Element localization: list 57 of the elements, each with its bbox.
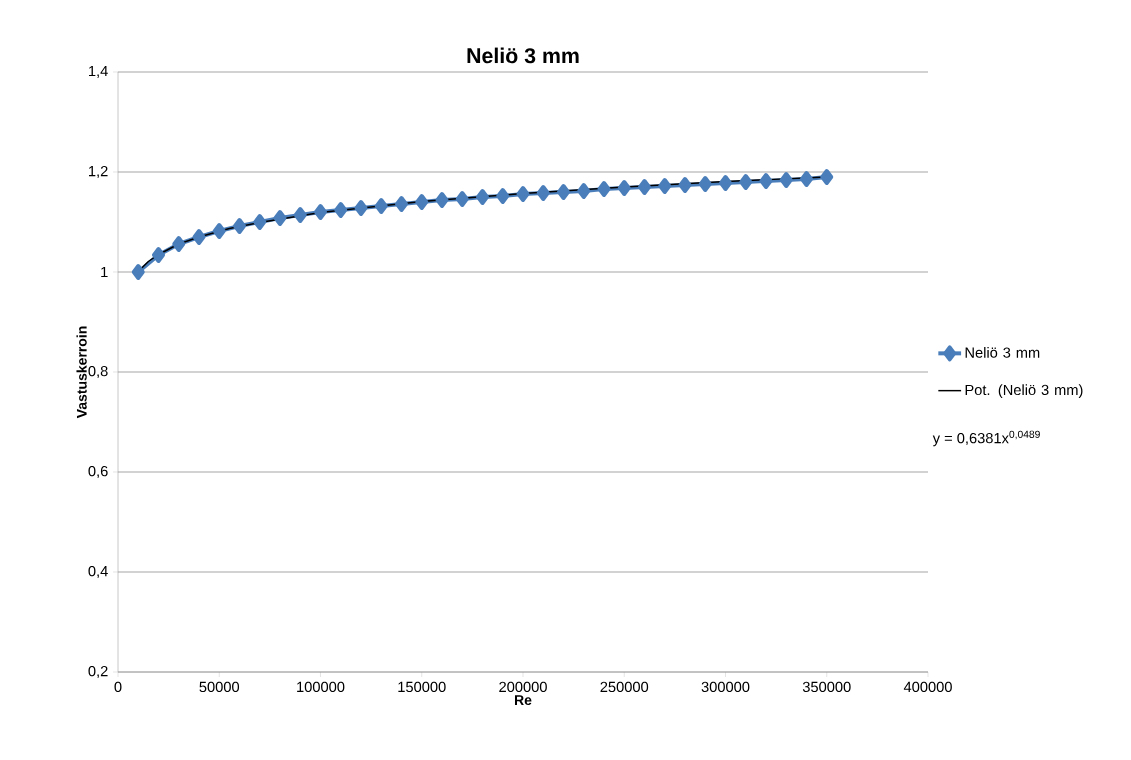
point — [152, 246, 165, 263]
x-tick-label: 100000 — [297, 681, 345, 693]
point — [759, 172, 773, 189]
y-tick-label: 0,8 — [88, 365, 108, 379]
point — [779, 171, 793, 188]
point — [192, 228, 206, 245]
point — [172, 235, 186, 252]
point — [719, 174, 732, 191]
point — [617, 179, 631, 196]
y-axis-title: Vastuskerroin — [76, 326, 87, 419]
y-tick-label: 1,4 — [89, 66, 108, 78]
point — [658, 177, 672, 194]
point — [354, 199, 368, 216]
y-tick-label: 1,2 — [89, 165, 108, 179]
legend-label: Pot. (Neliö 3 mm) — [965, 384, 1083, 398]
point — [131, 263, 145, 280]
point — [577, 182, 591, 199]
point — [678, 176, 692, 193]
x-axis-title: Re — [515, 695, 532, 706]
x-tick-label: 150000 — [398, 681, 446, 693]
point — [374, 197, 388, 214]
point — [253, 213, 267, 230]
chart-title: Neliö 3 mm — [467, 47, 579, 64]
point — [293, 206, 307, 223]
point — [314, 203, 327, 220]
point — [334, 201, 348, 218]
point — [698, 175, 712, 192]
x-tick-label: 50000 — [199, 681, 240, 693]
point — [536, 184, 550, 201]
x-tick-label: 0 — [114, 681, 122, 693]
y-tick-label: 0,4 — [88, 565, 108, 579]
point — [212, 222, 226, 239]
point — [638, 178, 651, 195]
legend-label: Neliö 3 mm — [965, 347, 1040, 358]
point — [496, 187, 510, 204]
point — [739, 173, 753, 190]
point — [233, 217, 246, 234]
point — [597, 180, 611, 197]
point — [435, 191, 449, 208]
x-tick-label: 350000 — [802, 681, 851, 693]
point — [557, 183, 570, 200]
x-tick-label: 200000 — [499, 681, 547, 693]
y-tick-label: 0,2 — [88, 665, 108, 679]
point — [516, 185, 530, 202]
x-tick-label: 300000 — [701, 681, 750, 693]
point — [273, 210, 287, 226]
point — [395, 196, 408, 212]
x-tick-label: 250000 — [600, 681, 649, 693]
point — [415, 193, 429, 210]
y-tick-label: 0,6 — [88, 465, 108, 479]
point — [455, 190, 469, 207]
point — [800, 170, 813, 187]
y-tick-label: 1 — [101, 266, 108, 278]
text: y = 0,6381x$^{0,0489}$ — [932, 430, 1040, 447]
point — [820, 168, 834, 185]
x-tick-label: 400000 — [903, 681, 952, 693]
point — [476, 188, 489, 205]
